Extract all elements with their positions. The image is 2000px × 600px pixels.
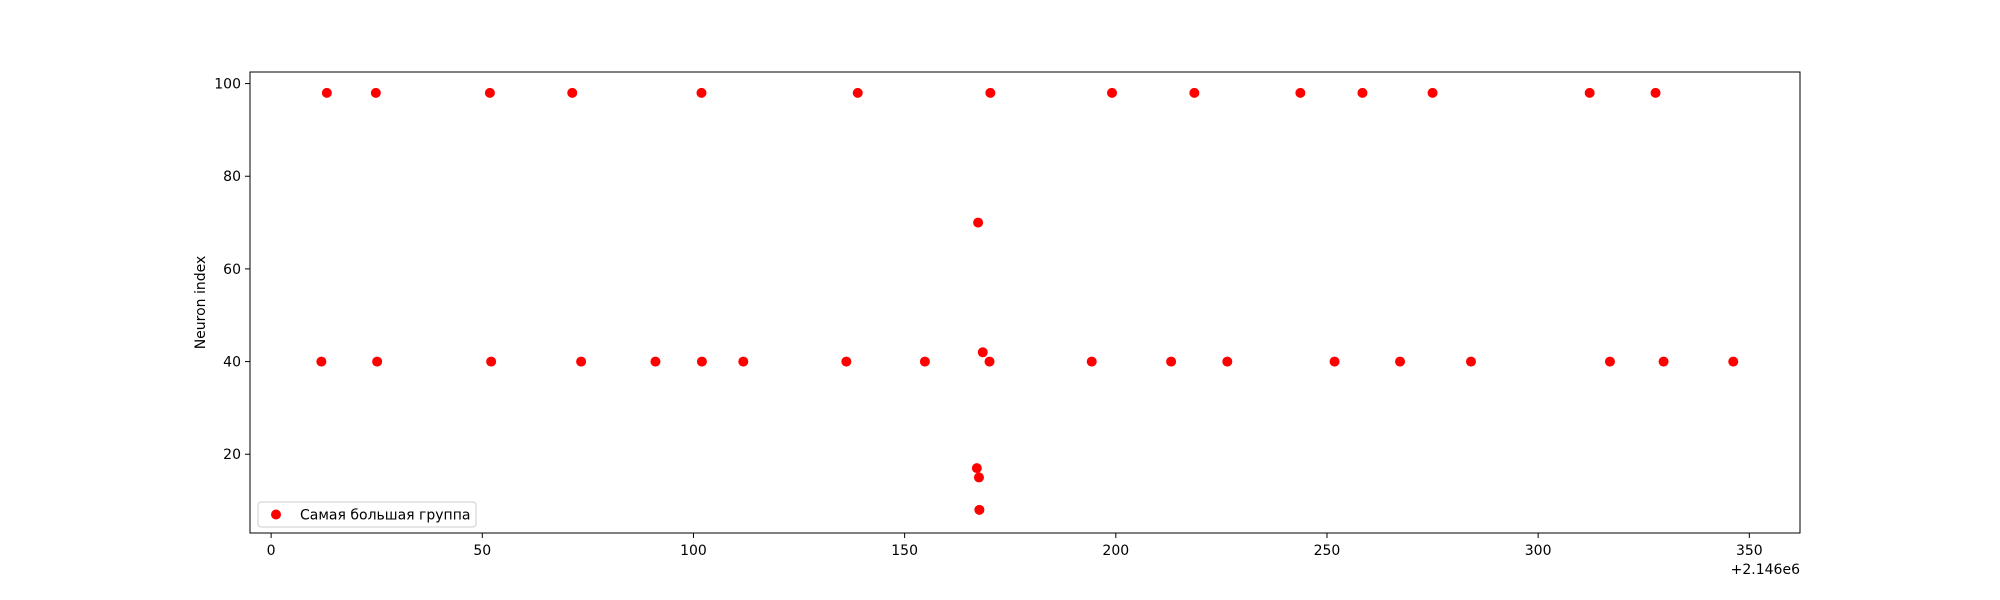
x-tick-label: 50: [473, 543, 491, 559]
data-point: [1189, 87, 1200, 98]
data-point: [1357, 87, 1368, 98]
data-point: [1395, 356, 1406, 367]
data-point: [316, 356, 327, 367]
data-point: [696, 356, 707, 367]
legend-box: [257, 501, 477, 528]
x-tick-label: 250: [1314, 543, 1341, 559]
data-point: [696, 87, 707, 98]
y-tick-label: 40: [223, 355, 241, 371]
x-tick-label: 100: [680, 543, 707, 559]
y-tick-label: 100: [214, 77, 241, 93]
data-point: [321, 87, 332, 98]
data-point: [486, 356, 497, 367]
data-point: [1427, 87, 1438, 98]
data-point: [1584, 87, 1595, 98]
plot-frame: [249, 71, 1801, 534]
data-point: [484, 87, 495, 98]
data-point: [1329, 356, 1340, 367]
x-axis-offset-label: +2.146e6: [1731, 562, 1800, 578]
data-point: [1604, 356, 1615, 367]
data-point: [1222, 356, 1233, 367]
data-point: [576, 356, 587, 367]
data-point: [973, 217, 984, 228]
y-tick-label: 80: [223, 169, 241, 185]
data-point: [372, 356, 383, 367]
data-point: [1107, 87, 1118, 98]
data-point: [977, 347, 988, 358]
data-point: [650, 356, 661, 367]
y-tick-label: 20: [223, 447, 241, 463]
data-point: [1465, 356, 1476, 367]
data-point: [973, 472, 984, 483]
data-point: [919, 356, 930, 367]
legend-label: Самая большая группа: [300, 508, 470, 524]
data-point: [985, 87, 996, 98]
y-axis: 20 40 60 80 100: [214, 77, 250, 463]
plot-area: [250, 72, 1800, 533]
data-point: [1658, 356, 1669, 367]
x-tick-label: 200: [1102, 543, 1129, 559]
x-tick-label: 350: [1736, 543, 1763, 559]
data-point: [1086, 356, 1097, 367]
x-tick-label: 150: [891, 543, 918, 559]
data-point: [841, 356, 852, 367]
data-point: [1295, 87, 1306, 98]
x-tick-label: 0: [267, 543, 276, 559]
data-point: [738, 356, 749, 367]
legend: Самая большая группа: [257, 501, 477, 528]
data-point: [984, 356, 995, 367]
y-tick-label: 60: [223, 262, 241, 278]
data-point: [852, 87, 863, 98]
data-point: [971, 463, 982, 474]
data-point: [1166, 356, 1177, 367]
x-axis: 0 50 100 150 200 250 300 350: [267, 533, 1763, 559]
data-points: [316, 87, 1739, 515]
y-axis-label: Neuron index: [193, 256, 209, 350]
data-point: [974, 504, 985, 515]
x-tick-label: 300: [1525, 543, 1552, 559]
data-point: [370, 87, 381, 98]
data-point: [1650, 87, 1661, 98]
data-point: [1728, 356, 1739, 367]
legend-marker: [271, 509, 281, 520]
data-point: [567, 87, 578, 98]
